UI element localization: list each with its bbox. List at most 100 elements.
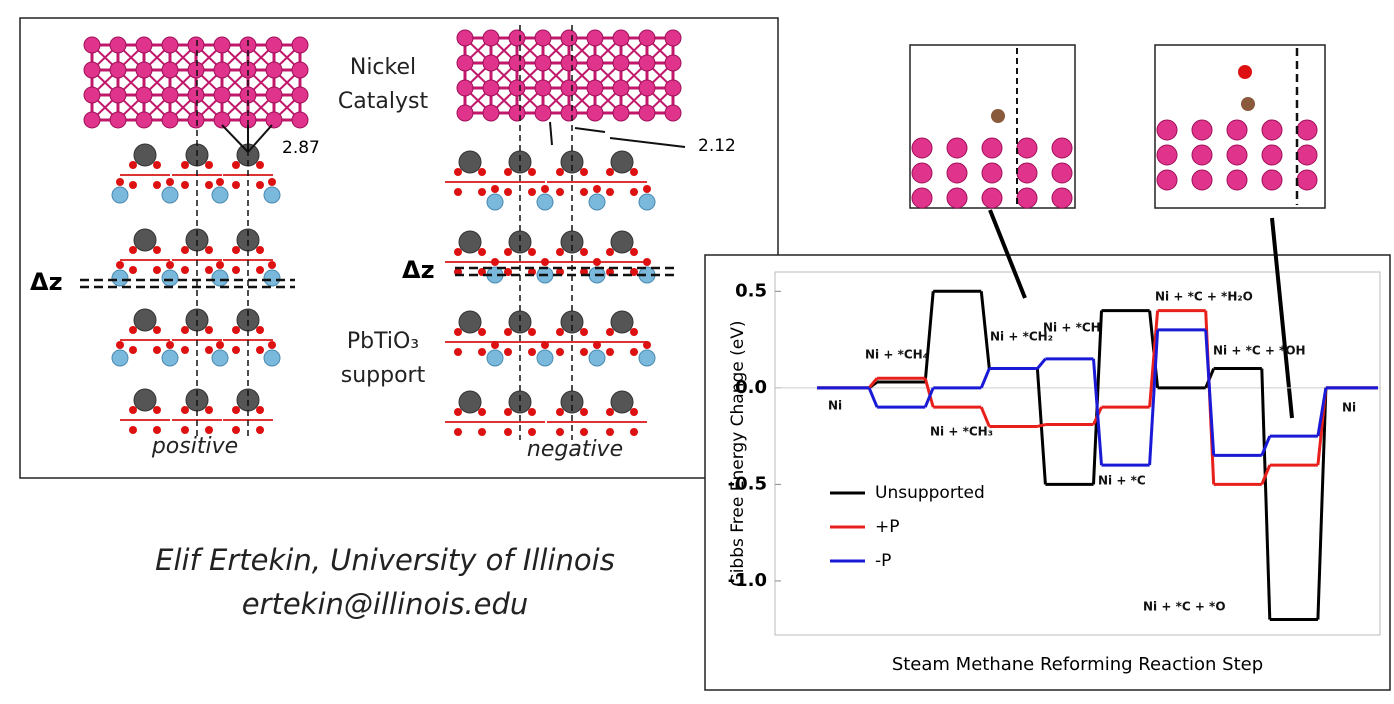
ni-atom <box>560 104 578 122</box>
o-atom <box>256 406 264 414</box>
ni-atom <box>664 79 682 97</box>
o-atom <box>256 266 264 274</box>
ni-atom <box>612 79 630 97</box>
distance-label: 2.87 <box>282 138 320 158</box>
ni-atom <box>187 86 205 104</box>
o-atom <box>541 258 549 266</box>
transition <box>923 291 935 383</box>
o-atom <box>256 326 264 334</box>
o-atom <box>580 408 588 416</box>
o-atom <box>606 408 614 416</box>
o-atom <box>129 246 137 254</box>
plot-area <box>774 271 1381 636</box>
o-atom <box>556 328 564 336</box>
o-atom <box>153 181 161 189</box>
x-axis-label: Steam Methane Reforming Reaction Step <box>892 654 1263 675</box>
ni-atom <box>109 86 127 104</box>
state-label: Ni + *C + *OH <box>1213 344 1306 358</box>
ti-atom <box>263 349 281 367</box>
ni-atom <box>456 104 474 122</box>
chart-frame <box>704 254 1391 691</box>
o-atom <box>556 188 564 196</box>
o-atom <box>454 428 462 436</box>
o-atom <box>116 178 124 186</box>
ni-atom <box>612 104 630 122</box>
o-atom <box>580 188 588 196</box>
author-name: Elif Ertekin, University of Illinois <box>155 543 615 577</box>
ni-atom <box>1296 119 1318 141</box>
ni-atom <box>1191 119 1213 141</box>
o-atom <box>630 408 638 416</box>
o-atom <box>454 328 462 336</box>
o-atom <box>528 428 536 436</box>
ni-atom <box>534 54 552 72</box>
y-tick-label: -1.0 <box>728 570 767 591</box>
ni-atom <box>1016 162 1038 184</box>
o-atom <box>478 408 486 416</box>
ni-atom <box>135 111 153 129</box>
o-atom <box>580 328 588 336</box>
state-label: Ni + *C + *H₂O <box>1155 290 1253 304</box>
ni-atom <box>1226 144 1248 166</box>
ni-atom <box>508 29 526 47</box>
o-atom <box>116 341 124 349</box>
ni-atom <box>1051 137 1073 159</box>
o-atom <box>504 188 512 196</box>
ti-atom <box>263 186 281 204</box>
ti-atom <box>211 186 229 204</box>
distance-arrow <box>221 124 249 153</box>
o-atom <box>129 346 137 354</box>
o-atom <box>153 406 161 414</box>
ni-atom <box>1051 162 1073 184</box>
ni-atom <box>534 104 552 122</box>
ni-atom <box>1226 169 1248 191</box>
pb-atom <box>458 150 482 174</box>
pb-atom <box>133 228 157 252</box>
o-atom <box>630 348 638 356</box>
o-atom <box>256 181 264 189</box>
o-atom <box>129 426 137 434</box>
dz-label: Δz <box>402 256 435 284</box>
ni-atom <box>911 162 933 184</box>
transition <box>1092 358 1103 466</box>
o-atom <box>606 248 614 256</box>
y-tick-label: 0.5 <box>735 280 767 301</box>
o-atom <box>232 326 240 334</box>
o-atom <box>181 426 189 434</box>
ni-atom <box>187 36 205 54</box>
o-atom <box>606 188 614 196</box>
o-atom <box>153 326 161 334</box>
o-atom <box>491 185 499 193</box>
ni-atom <box>291 86 309 104</box>
ni-atom <box>612 29 630 47</box>
state-label: Ni + *CH₃ <box>930 425 993 439</box>
pb-atom <box>133 388 157 412</box>
ti-atom <box>211 269 229 287</box>
o-atom <box>268 341 276 349</box>
o-atom <box>153 346 161 354</box>
o-atom <box>630 168 638 176</box>
negative-label: negative <box>527 437 623 462</box>
ni-atom <box>456 29 474 47</box>
ni-atom <box>265 111 283 129</box>
ni-atom <box>586 104 604 122</box>
ni-atom <box>109 111 127 129</box>
o-atom <box>129 326 137 334</box>
ni-atom <box>187 61 205 79</box>
o-atom <box>268 261 276 269</box>
distance-label: 2.12 <box>698 136 736 156</box>
o-atom <box>478 188 486 196</box>
state-label: Ni + *CH <box>1043 321 1101 335</box>
ni-atom <box>508 104 526 122</box>
transition <box>1316 387 1328 437</box>
o-atom <box>129 161 137 169</box>
o-atom <box>528 348 536 356</box>
ni-atom <box>1191 144 1213 166</box>
ti-atom <box>486 193 504 211</box>
ni-atom <box>638 29 656 47</box>
o-atom <box>454 248 462 256</box>
transition <box>867 377 879 389</box>
ni-atom <box>946 162 968 184</box>
o-atom <box>491 341 499 349</box>
o-atom <box>116 261 124 269</box>
